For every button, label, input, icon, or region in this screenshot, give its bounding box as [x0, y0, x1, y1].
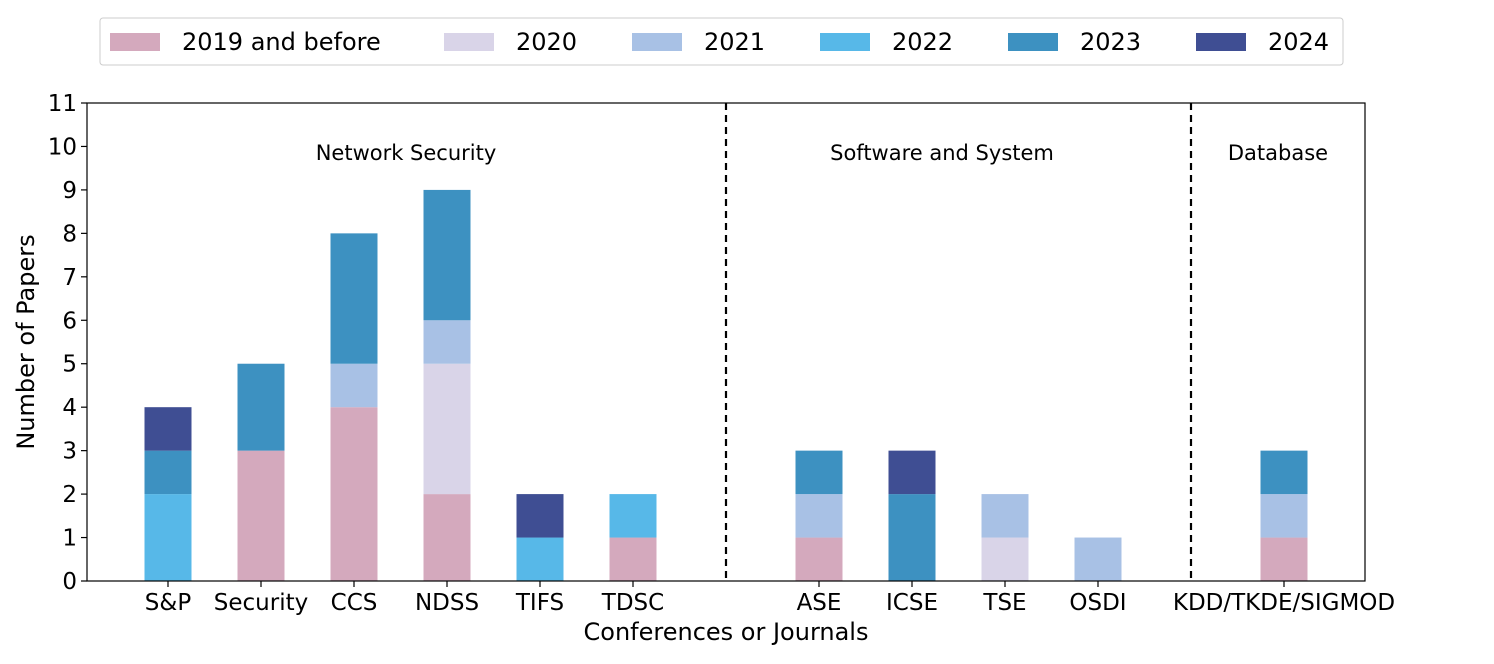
bar-ndss-2019-and-before	[423, 494, 471, 581]
bar-icse-2023	[888, 494, 936, 581]
bar-kdd-tkde-sigmod-2019-and-before	[1260, 537, 1308, 581]
x-tick-label: TSE	[982, 590, 1026, 616]
x-tick-label: ICSE	[886, 590, 938, 616]
bar-tdsc-2019-and-before	[609, 537, 657, 581]
legend-swatch-2021	[632, 33, 682, 51]
bar-ndss-2020	[423, 363, 471, 495]
x-tick-label: Security	[214, 590, 308, 616]
x-tick-label: KDD/TKDE/SIGMOD	[1173, 590, 1395, 616]
legend-label-2019-and-before: 2019 and before	[182, 28, 381, 56]
x-axis-label: Conferences or Journals	[584, 618, 869, 646]
bar-osdi-2021	[1074, 537, 1122, 581]
bar-ndss-2021	[423, 320, 471, 364]
legend: 2019 and before 2020 2021 2022 2023 2024	[99, 17, 1344, 66]
x-tick-label: TIFS	[515, 590, 564, 616]
x-tick-label: CCS	[331, 590, 378, 616]
bar-ccs-2021	[330, 363, 378, 408]
bar-tse-2020	[981, 537, 1029, 581]
y-tick-label: 7	[62, 265, 77, 291]
x-axis: S&P Security CCS NDSS TIFS TDSC ASE ICSE TSE OSDI…	[145, 581, 1395, 616]
group-labels: Network Security Software and System Datab…	[316, 141, 1328, 165]
legend-label-2022: 2022	[892, 28, 953, 56]
y-tick-label: 0	[62, 569, 77, 595]
x-tick-label: NDSS	[415, 590, 479, 616]
x-tick-label: OSDI	[1069, 590, 1126, 616]
group-label-network-security: Network Security	[316, 141, 497, 165]
bar-ase-2019-and-before	[795, 537, 843, 581]
legend-label-2021: 2021	[704, 28, 765, 56]
bar-tse-2021	[981, 494, 1029, 538]
y-tick-label: 1	[62, 526, 77, 552]
bar-security-2019-and-before	[237, 450, 285, 581]
legend-swatch-2020	[444, 33, 494, 51]
bar-s-p-2023	[144, 450, 192, 495]
bars-layer	[144, 189, 1308, 581]
legend-swatch-2024	[1196, 33, 1246, 51]
bar-s-p-2022	[144, 494, 192, 581]
group-label-software-and-system: Software and System	[830, 141, 1054, 165]
bar-ndss-2023	[423, 189, 471, 321]
bar-ccs-2023	[330, 233, 378, 364]
y-axis: 0 1 2 3 4 5 6 7 8 9 10 11	[48, 91, 87, 595]
bar-security-2023	[237, 363, 285, 451]
legend-swatch-2022	[820, 33, 870, 51]
y-tick-label: 3	[62, 439, 77, 465]
legend-label-2020: 2020	[516, 28, 577, 56]
y-tick-label: 11	[48, 91, 77, 117]
y-tick-label: 9	[62, 178, 77, 204]
plot-frame	[86, 102, 1366, 582]
legend-label-2023: 2023	[1080, 28, 1141, 56]
legend-swatch-2023	[1008, 33, 1058, 51]
bar-tifs-2022	[516, 537, 564, 581]
legend-label-2024: 2024	[1268, 28, 1329, 56]
y-tick-label: 2	[62, 482, 77, 508]
bar-kdd-tkde-sigmod-2023	[1260, 450, 1308, 495]
y-axis-label: Number of Papers	[12, 234, 40, 449]
x-tick-label: ASE	[797, 590, 842, 616]
x-tick-label: TDSC	[601, 590, 664, 616]
bar-ccs-2019-and-before	[330, 407, 378, 581]
group-label-database: Database	[1228, 141, 1328, 165]
bar-s-p-2024	[144, 407, 192, 451]
legend-swatch-2019-and-before	[110, 33, 160, 51]
y-tick-label: 5	[62, 352, 77, 378]
x-tick-label: S&P	[145, 590, 192, 616]
bar-kdd-tkde-sigmod-2021	[1260, 494, 1308, 538]
bar-tifs-2024	[516, 494, 564, 538]
group-dividers	[724, 103, 1193, 581]
bar-ase-2021	[795, 494, 843, 538]
legend-frame	[99, 17, 1344, 66]
bar-tdsc-2022	[609, 494, 657, 538]
y-tick-label: 10	[48, 134, 77, 160]
bar-icse-2024	[888, 450, 936, 495]
y-tick-label: 8	[62, 221, 77, 247]
bar-ase-2023	[795, 450, 843, 495]
y-tick-label: 6	[62, 308, 77, 334]
y-tick-label: 4	[62, 395, 77, 421]
